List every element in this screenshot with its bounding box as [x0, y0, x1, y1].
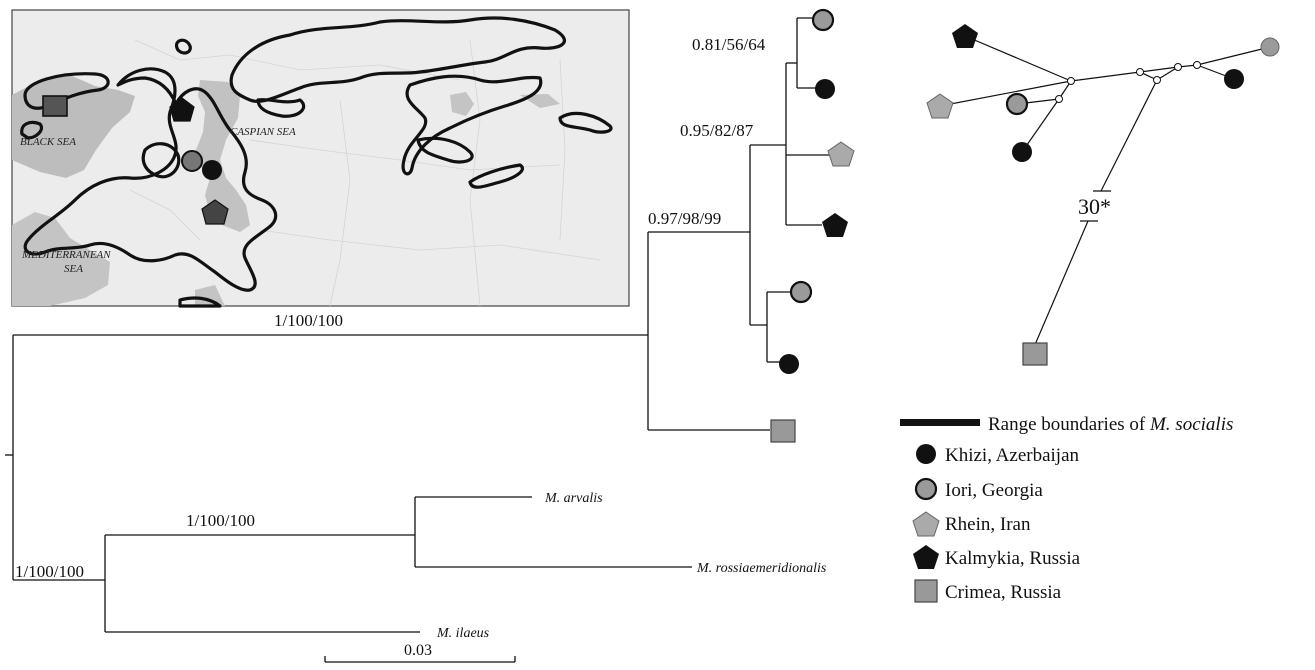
legend: Range boundaries of M. socialis Khizi, A… [900, 414, 1233, 603]
legend-label-crimea: Crimea, Russia [945, 582, 1062, 603]
map-label-sea: SEA [64, 263, 83, 275]
network-node-crimea [1022, 342, 1048, 366]
support-outgroup: 1/100/100 [15, 562, 84, 581]
legend-marker-crimea [914, 579, 938, 603]
gulf-shape [195, 285, 225, 306]
aral-sea-shape [450, 92, 474, 116]
legend-marker-kalmykia [913, 545, 939, 569]
network-node-iori [1260, 37, 1280, 57]
map-frame [11, 9, 630, 307]
taxon-arvalis: M. arvalis [544, 491, 603, 506]
tip-marker-iori [811, 8, 835, 32]
legend-label-kalmykia: Kalmykia, Russia [945, 548, 1081, 569]
legend-label-khizi: Khizi, Azerbaijan [945, 445, 1080, 466]
legend-label-iori: Iori, Georgia [945, 480, 1043, 501]
legend-range-swatch [900, 419, 980, 426]
scale-bar: 0.03 [324, 642, 516, 663]
support-arvalis-rossiae: 1/100/100 [186, 511, 255, 530]
map-marker-kalmykia [169, 97, 195, 122]
support-clade-b: 0.81/56/64 [692, 35, 766, 54]
map-marker-khizi [202, 160, 222, 180]
scale-bar-label: 0.03 [404, 642, 432, 659]
map-marker-iori [181, 150, 203, 172]
tip-marker-khizi [815, 79, 835, 99]
support-root-ingroup: 1/100/100 [274, 311, 343, 330]
map-marker-rhein [201, 199, 229, 225]
support-clade-a: 0.95/82/87 [680, 121, 754, 140]
mediterranean-sea-shape [12, 212, 110, 306]
tip-marker-rhein [827, 141, 855, 167]
network-node-kalmykia [952, 24, 978, 48]
range-boundaries [20, 16, 613, 308]
tip-marker-iori [789, 280, 813, 304]
legend-marker-iori [914, 477, 938, 501]
map-label-black-sea: BLACK SEA [20, 136, 76, 148]
legend-marker-khizi [916, 444, 936, 464]
legend-label-rhein: Rhein, Iran [945, 514, 1031, 535]
haplotype-network: 30* [926, 24, 1280, 366]
support-ingroup-crown: 0.97/98/99 [648, 209, 721, 228]
tip-marker-crimea [770, 419, 796, 443]
network-node-iori [1005, 92, 1029, 116]
tip-marker-khizi [779, 354, 799, 374]
legend-marker-rhein [912, 511, 940, 537]
network-node-khizi [1012, 142, 1032, 162]
phylogenetic-tree: 1/100/100 0.97/98/99 0.95/82/87 0.81/56/… [5, 8, 855, 663]
median-vectors [1055, 61, 1201, 103]
map-label-mediterranean: MEDITERRANEAN [21, 249, 111, 261]
map-marker-crimea [42, 95, 68, 117]
taxon-rossiaemeridionalis: M. rossiaemeridionalis [696, 561, 827, 576]
network-node-rhein [926, 93, 954, 119]
network-node-khizi [1224, 69, 1244, 89]
map-label-caspian-sea: CASPIAN SEA [230, 126, 296, 138]
caspian-sea-shape [196, 80, 250, 232]
tip-marker-kalmykia [822, 213, 848, 237]
taxon-ilaeus: M. ilaeus [436, 626, 490, 641]
range-map: BLACK SEA CASPIAN SEA MEDITERRANEAN SEA [11, 9, 630, 308]
legend-range-label: Range boundaries of M. socialis [988, 414, 1233, 435]
mutation-count-label: 30* [1078, 194, 1111, 219]
network-edges [939, 35, 1271, 348]
